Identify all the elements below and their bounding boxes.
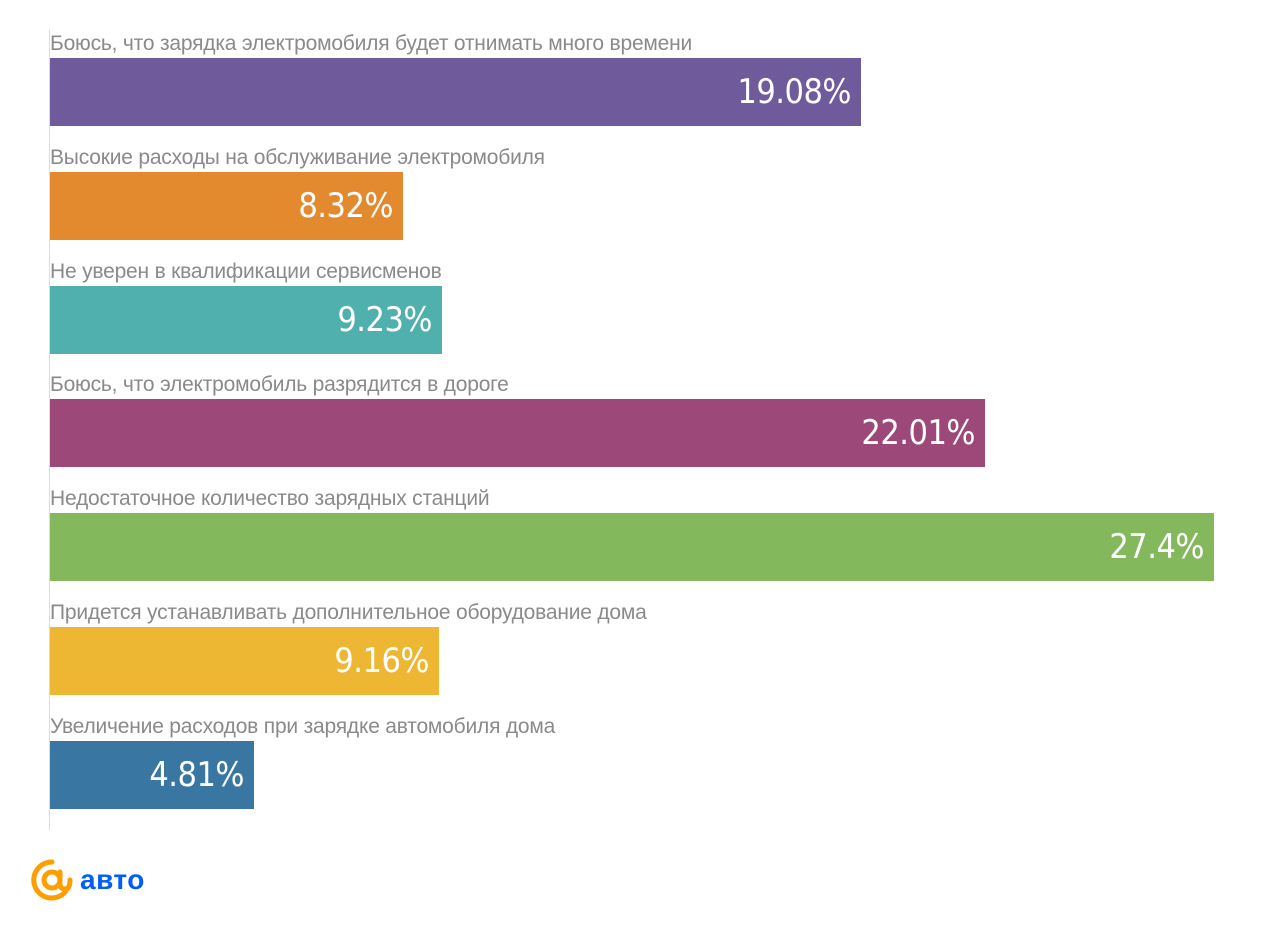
bar-value-label: 8.32% xyxy=(298,185,393,226)
bar-label: Придется устанавливать дополнительное об… xyxy=(50,601,647,624)
bar-label: Высокие расходы на обслуживание электром… xyxy=(50,145,545,169)
bar-label: Боюсь, что зарядка электромобиля будет о… xyxy=(50,32,693,55)
logo-text: авто xyxy=(80,864,145,895)
bar-label: Не уверен в квалификации сервисменов xyxy=(50,259,442,283)
bar: 27.4% xyxy=(50,513,1214,582)
bar-label: Недостаточное количество зарядных станци… xyxy=(50,487,490,511)
bar-label: Увеличение расходов при зарядке автомоби… xyxy=(50,714,556,738)
bar: 19.08% xyxy=(50,58,861,126)
bar-value-label: 27.4% xyxy=(1109,527,1204,568)
bar: 22.01% xyxy=(50,399,985,468)
bar-label: Боюсь, что электромобиль разрядится в до… xyxy=(50,373,509,397)
bar-value-label: 22.01% xyxy=(861,413,975,454)
bar-value-label: 9.23% xyxy=(337,299,432,340)
bar: 9.23% xyxy=(50,285,442,354)
bar: 4.81% xyxy=(50,740,254,809)
bar-value-label: 4.81% xyxy=(149,754,244,795)
bar: 9.16% xyxy=(50,627,439,695)
bar-value-label: 9.16% xyxy=(334,641,429,681)
bar-value-label: 19.08% xyxy=(737,72,851,112)
logo: авто xyxy=(30,858,145,902)
axis-line xyxy=(49,30,50,830)
at-sign-icon xyxy=(31,859,73,901)
bar: 8.32% xyxy=(50,171,403,240)
